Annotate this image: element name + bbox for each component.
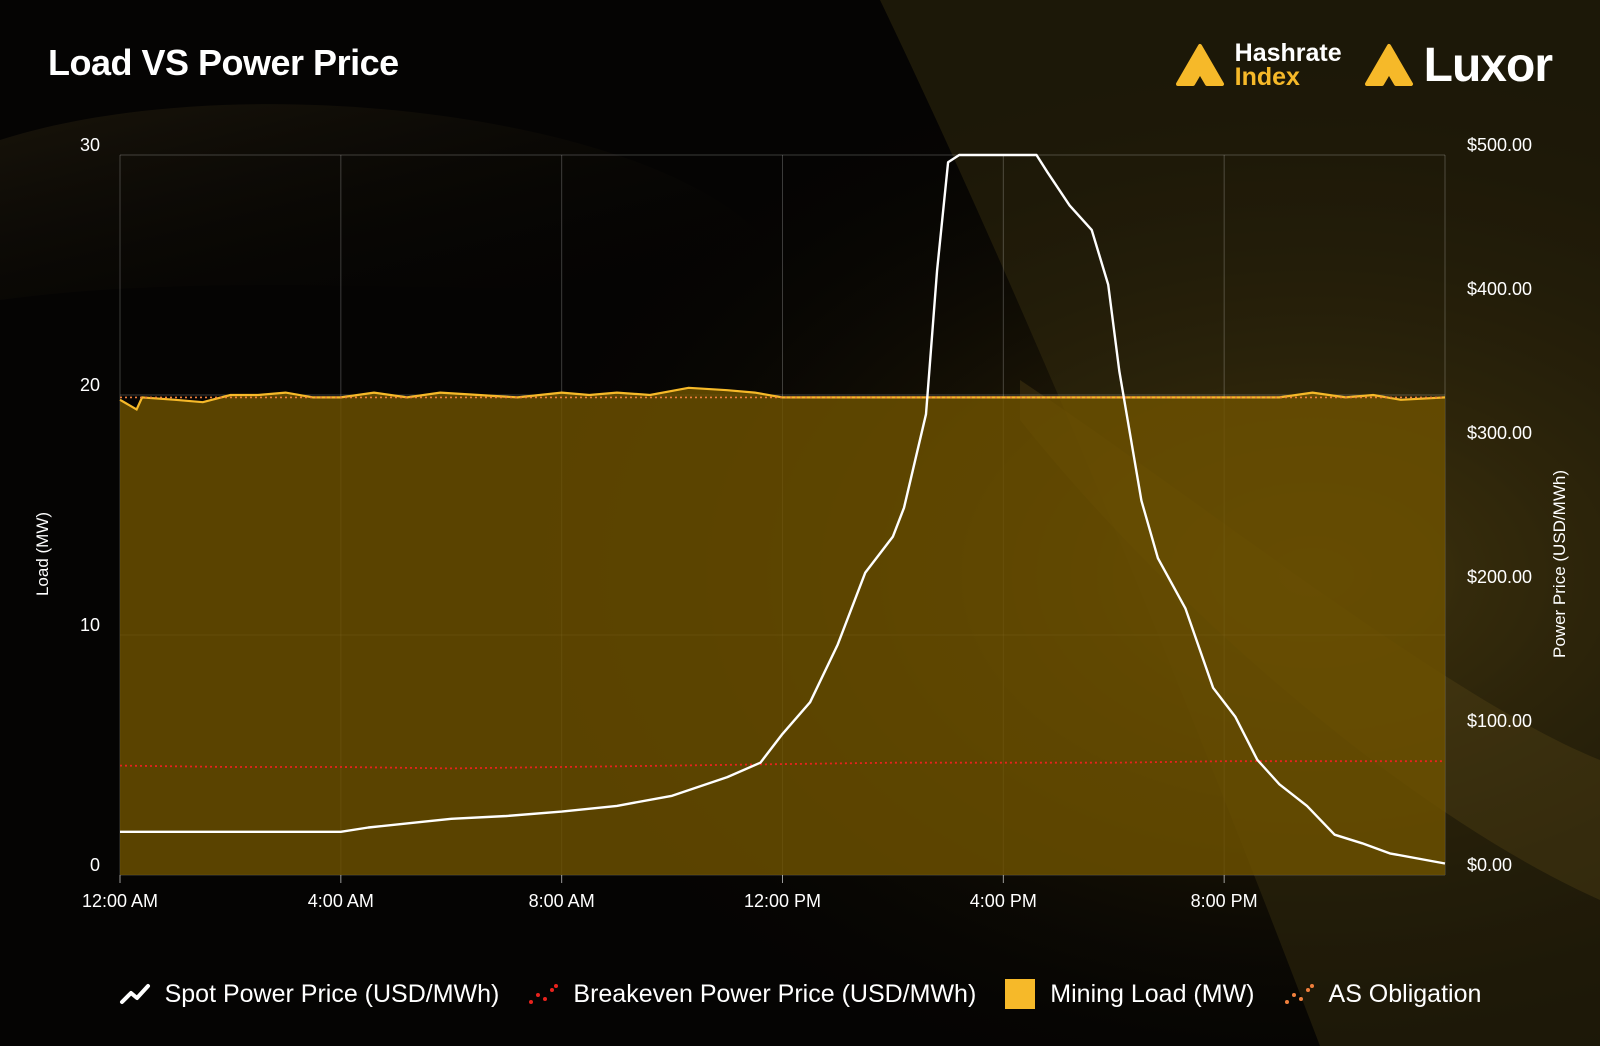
legend-label: Mining Load (MW) <box>1050 979 1255 1008</box>
y-tick-label-right: $300.00 <box>1467 423 1532 443</box>
x-tick-label: 8:00 PM <box>1191 891 1258 911</box>
square-icon <box>1005 979 1036 1009</box>
dotted-line-icon <box>1284 984 1314 1004</box>
y-tick-label-left: 20 <box>80 375 100 395</box>
hashrate-triangle-icon <box>1175 44 1224 86</box>
series-lines <box>119 153 1446 865</box>
hashrate-logo-bottom: Index <box>1234 63 1300 91</box>
brand-logos: Hashrate Index Luxor <box>1175 38 1553 93</box>
hashrate-logo-top: Hashrate <box>1234 39 1342 67</box>
spot-price-line <box>120 153 1446 865</box>
legend-label: AS Obligation <box>1328 979 1482 1008</box>
y-tick-label-left: 0 <box>90 855 100 875</box>
y-axis-left-label: Load (MW) <box>33 512 52 596</box>
x-tick-label: 4:00 AM <box>308 891 374 911</box>
page-title: Load VS Power Price <box>48 42 399 83</box>
x-tick-label: 4:00 PM <box>970 891 1037 911</box>
x-tick-label: 8:00 AM <box>529 891 595 911</box>
mining-load-fill <box>120 387 1445 875</box>
luxor-logo-text: Luxor <box>1423 38 1553 92</box>
y-tick-label-left: 10 <box>80 615 100 635</box>
x-tick-label: 12:00 AM <box>82 891 158 911</box>
y-tick-label-right: $100.00 <box>1467 711 1532 731</box>
luxor-triangle-icon <box>1364 44 1413 86</box>
line-icon <box>119 984 150 1004</box>
axes: 12:00 AM 4:00 AM 8:00 AM 12:00 PM 4:00 PM 8:0… <box>80 135 1532 911</box>
mining-load-line <box>119 386 1446 411</box>
x-tick-label: 12:00 PM <box>744 891 821 911</box>
luxor-logo: Luxor <box>1364 38 1553 93</box>
legend-label: Spot Power Price (USD/MWh) <box>164 979 500 1008</box>
y-tick-label-right: $200.00 <box>1467 567 1532 587</box>
y-tick-label-left: 30 <box>80 135 100 155</box>
y-axis-right-label: Power Price (USD/MWh) <box>1550 470 1569 658</box>
legend-breakeven-price[interactable]: Breakeven Power Price (USD/MWh) <box>527 980 976 1009</box>
breakeven-price-line <box>119 760 1445 770</box>
y-tick-label-right: $400.00 <box>1467 279 1532 299</box>
y-tick-label-right: $500.00 <box>1467 135 1532 155</box>
legend-spot-price[interactable]: Spot Power Price (USD/MWh) <box>119 979 500 1009</box>
y-tick-label-right: $0.00 <box>1467 855 1512 875</box>
hashrate-index-logo: Hashrate Index <box>1175 39 1342 91</box>
chart-legend: Spot Power Price (USD/MWh) Breakeven Pow… <box>0 978 1600 1010</box>
mining-load-area <box>120 387 1445 875</box>
legend-as-obligation[interactable]: AS Obligation <box>1283 979 1482 1009</box>
legend-mining-load[interactable]: Mining Load (MW) <box>1004 978 1255 1010</box>
legend-label: Breakeven Power Price (USD/MWh) <box>573 979 977 1008</box>
dotted-line-icon <box>529 984 559 1004</box>
